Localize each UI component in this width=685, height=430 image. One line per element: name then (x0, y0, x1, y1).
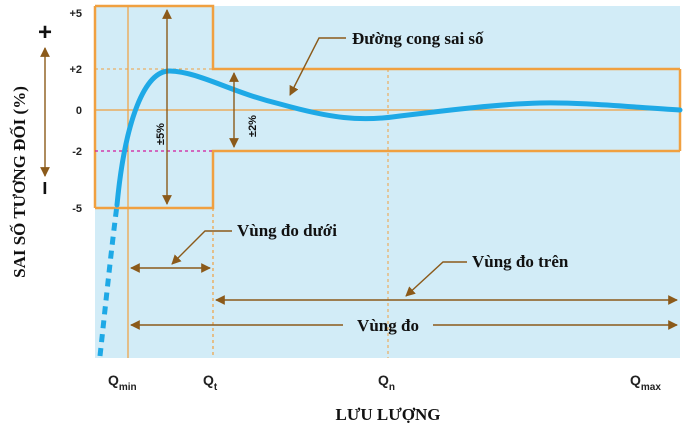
y-tick-minus5: -5 (72, 203, 82, 215)
error-curve (114, 68, 683, 208)
qn-label: Qn (378, 372, 395, 393)
plus-sign: + (38, 19, 52, 46)
lower-zone-callout-arrow (171, 230, 232, 265)
error-curve-callout: Đường cong sai số (352, 29, 484, 48)
y-axis-title: SAI SỐ TƯƠNG ĐỐI (%) (9, 86, 29, 278)
measuring-range-label: Vùng đo (357, 316, 419, 335)
error-curve-dashed (97, 204, 120, 357)
y-tick-plus5: +5 (69, 8, 82, 20)
qmin-label: Qmin (108, 372, 137, 393)
x-axis-title: LƯU LƯỢNG (336, 405, 441, 424)
qt-label: Qt (203, 372, 218, 393)
error-curve-callout-arrow (289, 37, 346, 96)
lower-zone-callout: Vùng đo dưới (237, 221, 337, 240)
tolerance-envelope-lower (95, 149, 680, 210)
minus-sign: − (31, 181, 58, 195)
upper-zone-callout-arrow (405, 261, 467, 297)
plus-minus-2-label: ±2% (247, 115, 259, 137)
plus-minus-5-label: ±5% (155, 123, 167, 145)
qmax-label: Qmax (630, 372, 661, 393)
y-tick-plus2: +2 (69, 64, 82, 76)
upper-zone-callout: Vùng đo trên (472, 252, 569, 271)
y-tick-zero: 0 (76, 105, 82, 117)
y-tick-minus2: -2 (72, 146, 82, 158)
tolerance-envelope-upper (95, 4, 680, 71)
